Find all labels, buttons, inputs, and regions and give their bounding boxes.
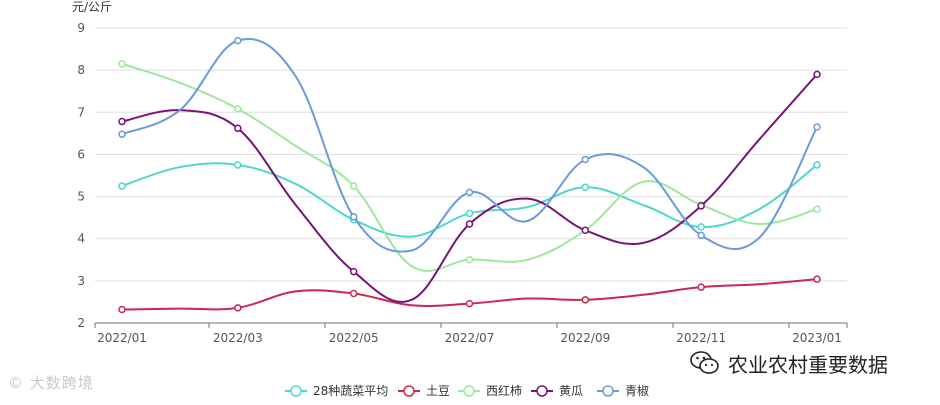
- legend-label: 西红柿: [486, 383, 522, 398]
- y-tick-label: 8: [77, 63, 85, 77]
- legend-label: 28种蔬菜平均: [313, 384, 388, 398]
- data-point[interactable]: [697, 223, 705, 231]
- legend-marker-icon: [602, 385, 614, 397]
- data-point[interactable]: [581, 296, 590, 304]
- data-point[interactable]: [581, 183, 590, 192]
- legend-marker-icon: [403, 385, 415, 397]
- y-tick-label: 5: [77, 190, 85, 204]
- data-point[interactable]: [349, 213, 358, 221]
- y-tick-label: 7: [77, 105, 85, 119]
- data-point[interactable]: [813, 161, 821, 169]
- data-point[interactable]: [118, 130, 126, 138]
- legend-label: 土豆: [426, 384, 450, 398]
- data-point[interactable]: [697, 231, 705, 240]
- series-line[interactable]: [121, 62, 818, 272]
- data-point[interactable]: [581, 226, 590, 235]
- legend-item[interactable]: 青椒: [597, 384, 649, 398]
- data-point[interactable]: [813, 205, 821, 213]
- y-tick-label: 2: [77, 316, 85, 330]
- data-point[interactable]: [697, 283, 705, 291]
- data-point[interactable]: [349, 182, 358, 190]
- series-layer: [118, 36, 821, 314]
- data-point[interactable]: [118, 117, 126, 126]
- data-point[interactable]: [581, 155, 590, 164]
- axis-layer: 2 3 4 5 6 7 8 9 元/公斤 2022/01 2022/03 2022/05 2022/07…: [72, 0, 848, 345]
- legend-label: 青椒: [625, 384, 649, 398]
- x-tick-label: 2022/03: [213, 331, 263, 345]
- watermark-right: 农业农村重要数据: [690, 348, 888, 378]
- data-point[interactable]: [234, 161, 242, 169]
- data-point[interactable]: [349, 289, 358, 298]
- watermark-left: © 大数跨境: [8, 374, 94, 392]
- legend-marker-icon: [290, 385, 302, 397]
- data-point[interactable]: [465, 299, 474, 308]
- wechat-icon: [690, 351, 719, 374]
- y-tick-label: 6: [77, 147, 85, 161]
- data-point[interactable]: [118, 60, 126, 68]
- x-tick-label: 2022/07: [445, 331, 495, 345]
- y-tick-label: 4: [77, 232, 85, 246]
- data-point[interactable]: [813, 123, 821, 131]
- data-point[interactable]: [234, 105, 242, 113]
- data-point[interactable]: [234, 304, 242, 312]
- y-tick-label: 9: [77, 21, 85, 35]
- data-point[interactable]: [234, 124, 242, 133]
- x-tick-label: 2022/11: [676, 331, 726, 345]
- watermark-right-text: 农业农村重要数据: [728, 352, 888, 377]
- legend-item[interactable]: 28种蔬菜平均: [285, 384, 388, 398]
- legend[interactable]: 28种蔬菜平均 土豆 西红柿 黄瓜 青椒: [285, 383, 649, 398]
- legend-label: 黄瓜: [559, 384, 583, 398]
- x-tick-label: 2023/01: [792, 331, 842, 345]
- legend-item[interactable]: 西红柿: [458, 383, 522, 398]
- legend-marker-icon: [536, 385, 548, 397]
- y-tick-label: 3: [77, 274, 85, 288]
- x-tick-label: 2022/09: [560, 331, 610, 345]
- data-point[interactable]: [118, 182, 126, 190]
- data-point[interactable]: [349, 267, 358, 276]
- data-point[interactable]: [234, 36, 242, 45]
- legend-item[interactable]: 土豆: [398, 384, 450, 398]
- data-point[interactable]: [813, 70, 821, 79]
- data-point[interactable]: [465, 209, 474, 218]
- grid-layer: [95, 27, 847, 282]
- y-axis-title: 元/公斤: [72, 0, 112, 14]
- data-point[interactable]: [118, 305, 126, 314]
- series-line[interactable]: [121, 38, 818, 253]
- legend-marker-icon: [463, 385, 475, 397]
- legend-item[interactable]: 黄瓜: [531, 384, 583, 398]
- x-tick-label: 2022/01: [97, 331, 147, 345]
- data-point[interactable]: [697, 202, 705, 210]
- data-point[interactable]: [465, 256, 474, 264]
- data-point[interactable]: [465, 188, 474, 197]
- data-point[interactable]: [465, 220, 474, 228]
- data-point[interactable]: [813, 275, 821, 283]
- x-tick-label: 2022/05: [329, 331, 379, 345]
- series-line[interactable]: [121, 73, 818, 303]
